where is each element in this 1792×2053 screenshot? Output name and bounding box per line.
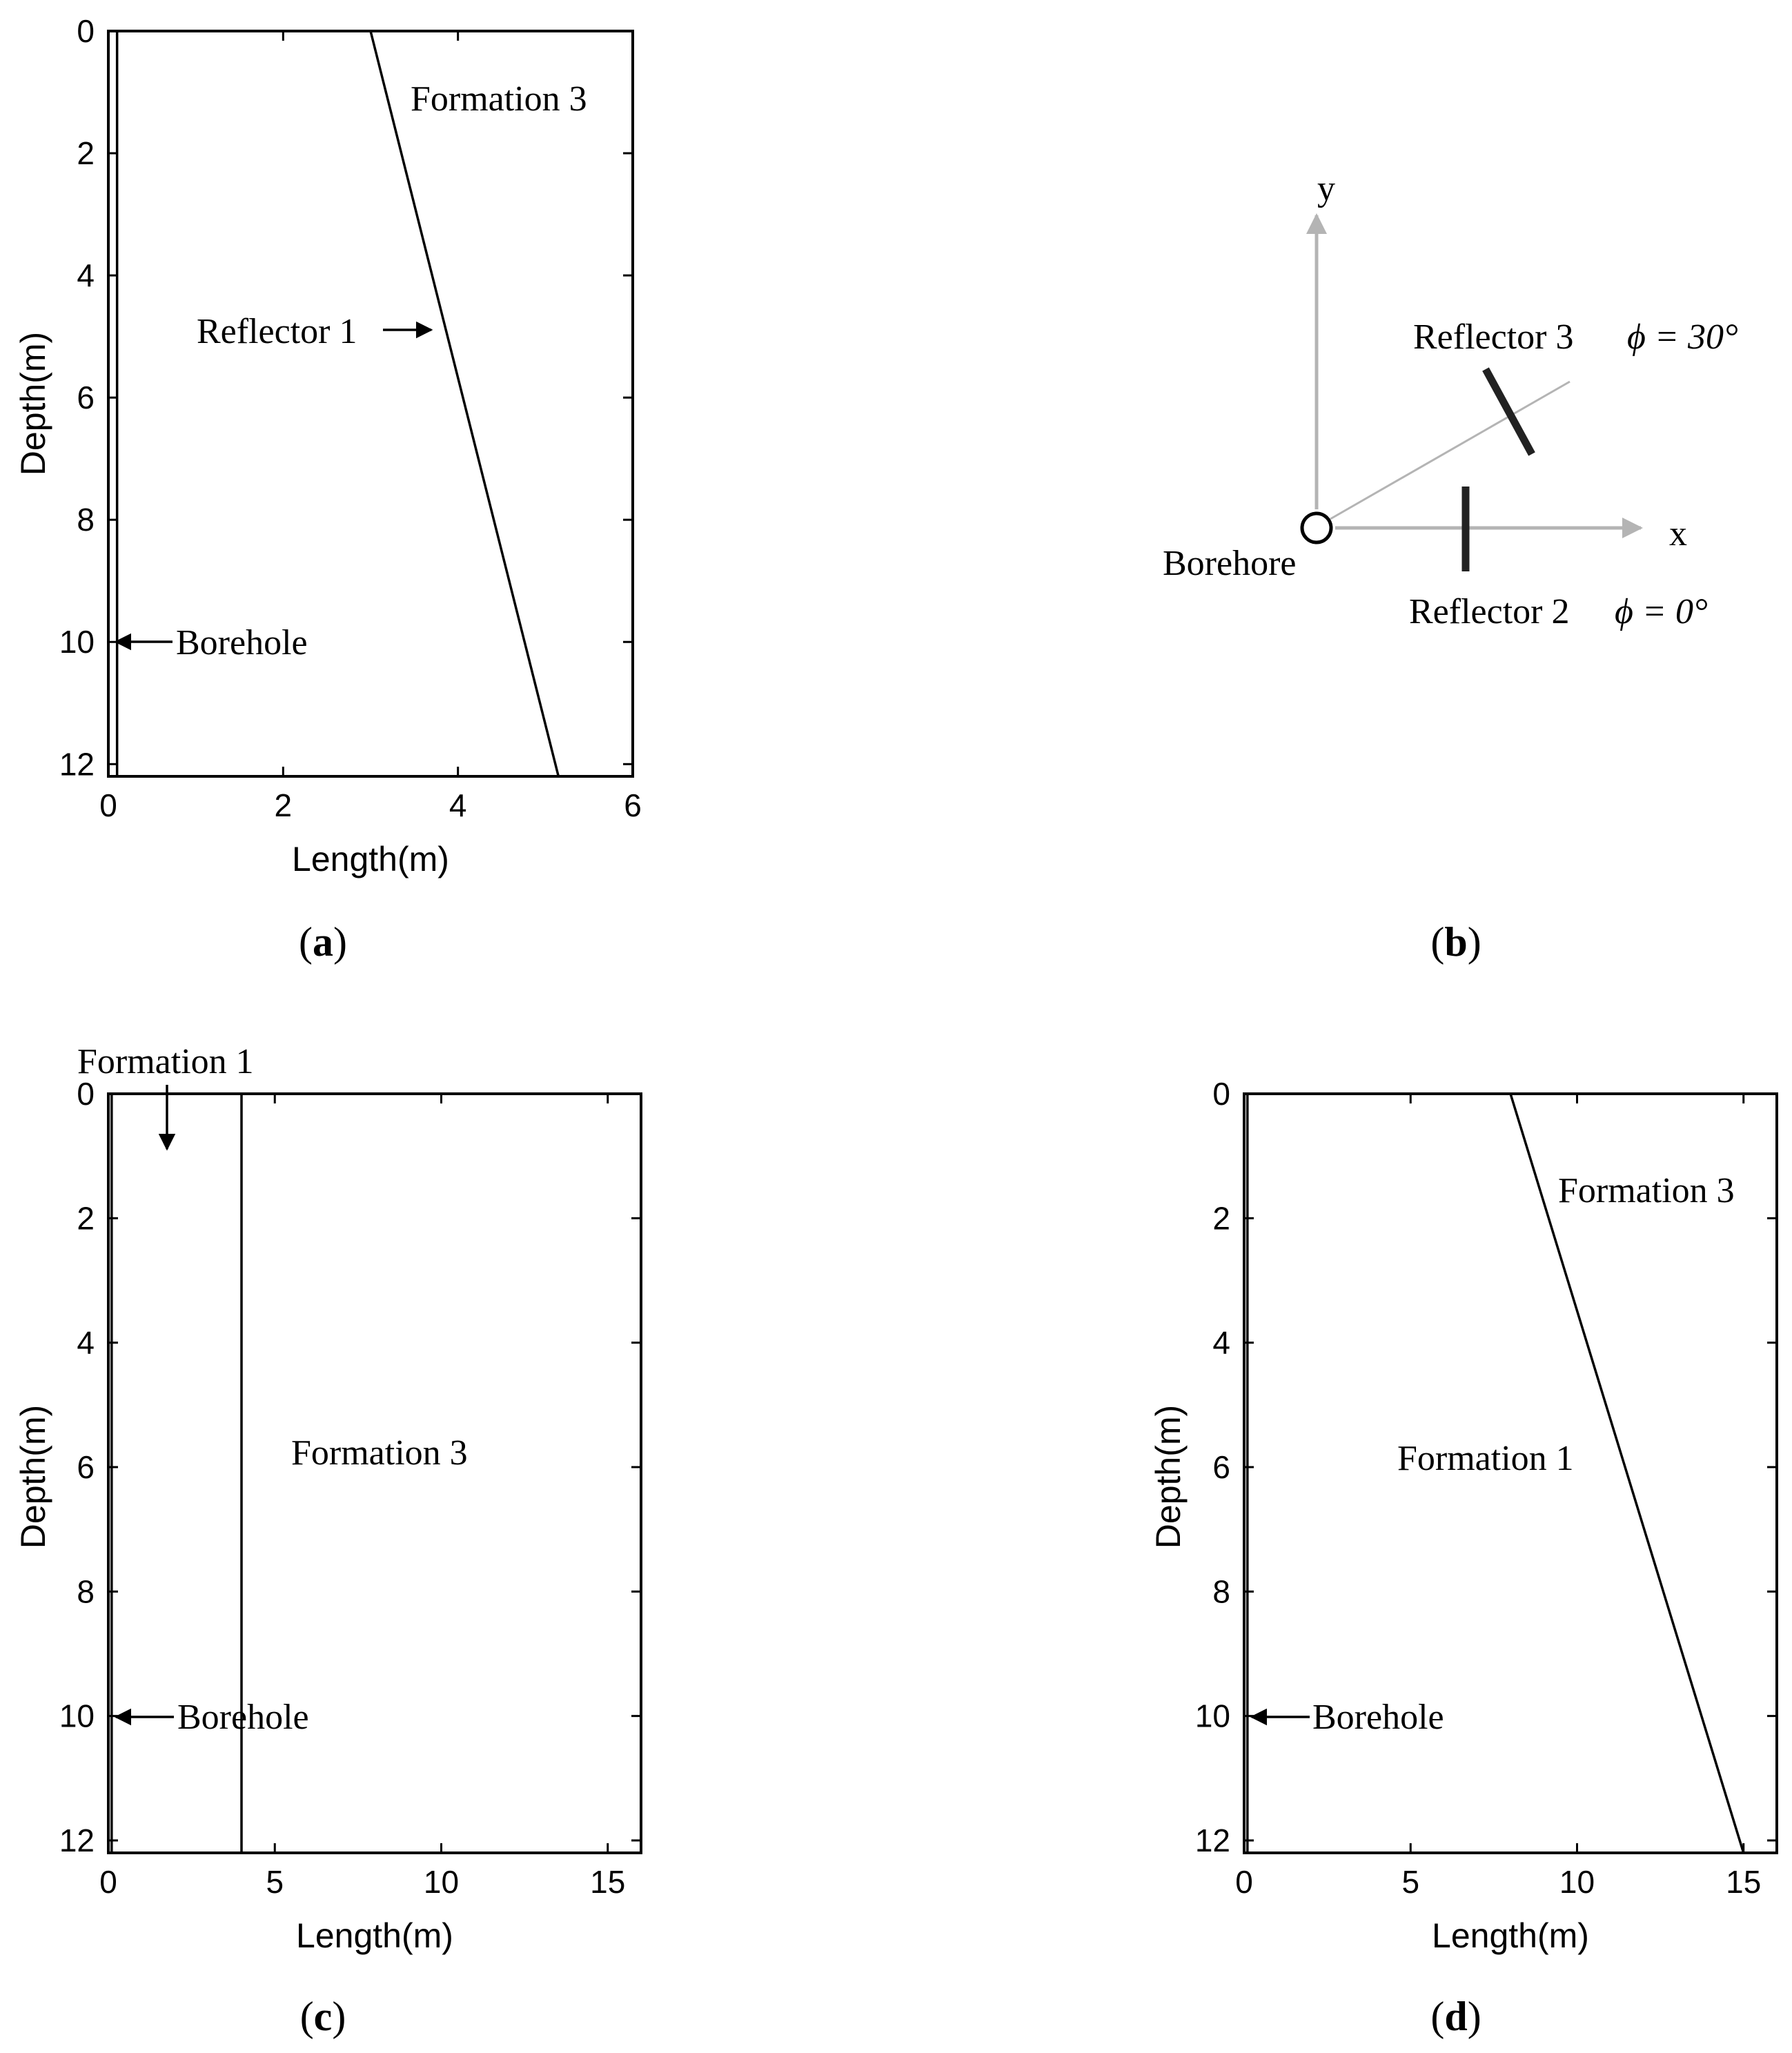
panel-d-ytick-label: 4 bbox=[1212, 1325, 1230, 1361]
panel-b-borehole-circle bbox=[1300, 511, 1333, 544]
panel-d-formation3-label: Formation 3 bbox=[1558, 1171, 1735, 1210]
panel-c-ytick-label: 2 bbox=[77, 1200, 95, 1236]
panel-d-ytick-label: 10 bbox=[1195, 1698, 1230, 1734]
panel-d-xtick-label: 10 bbox=[1559, 1864, 1595, 1900]
panel-a-xtick-label: 4 bbox=[449, 787, 467, 823]
panel-c-xtick-label: 15 bbox=[590, 1864, 625, 1900]
panel-d-ytick-label: 0 bbox=[1212, 1076, 1230, 1112]
panel-d-xtick-label: 15 bbox=[1726, 1864, 1761, 1900]
panel-a-ytick-label: 10 bbox=[59, 624, 95, 660]
panel-a-caption: (a) bbox=[299, 919, 347, 965]
panel-a-ytick-label: 12 bbox=[59, 746, 95, 782]
panel-a-frame bbox=[107, 30, 634, 778]
panel-a-ytick-label: 6 bbox=[77, 380, 95, 415]
panel-d-borehole-label: Borehole bbox=[1312, 1698, 1444, 1737]
panel-a-formation-label: Formation 3 bbox=[411, 79, 587, 119]
panel-a-ytick-label: 8 bbox=[77, 502, 95, 538]
panel-b: y x Borehore Reflector 3 ϕ = 30° Reflect… bbox=[1163, 169, 1738, 965]
panel-a-xtick-label: 6 bbox=[624, 787, 642, 823]
panel-c-ytick-label: 12 bbox=[59, 1823, 95, 1858]
panel-d-caption: (d) bbox=[1430, 1994, 1481, 2039]
panel-d-boundary-line bbox=[1509, 1093, 1745, 1854]
panel-b-reflector3-bar bbox=[1482, 367, 1535, 456]
panel-c-caption: (c) bbox=[300, 1994, 346, 2039]
panel-c-ytick-label: 4 bbox=[77, 1325, 95, 1361]
panel-a-ticks: 0 2 4 6 0 2 4 6 8 10 12 bbox=[59, 13, 642, 823]
panel-d-ytick-label: 12 bbox=[1195, 1823, 1230, 1858]
panel-c-ticks: 0 5 10 15 0 2 4 6 8 10 12 bbox=[59, 1076, 641, 1900]
panel-b-y-axis-label: y bbox=[1317, 169, 1335, 208]
panel-c-ytick-label: 8 bbox=[77, 1573, 95, 1609]
panel-d-xtick-label: 5 bbox=[1401, 1864, 1419, 1900]
panel-c-ylabel: Depth(m) bbox=[14, 1405, 52, 1549]
panel-d-ylabel: Depth(m) bbox=[1149, 1405, 1188, 1549]
panel-b-caption-letter: b bbox=[1444, 919, 1467, 965]
panel-d-ytick-label: 6 bbox=[1212, 1449, 1230, 1485]
panel-c-ytick-label: 0 bbox=[77, 1076, 95, 1112]
panel-b-30deg-line bbox=[1330, 380, 1571, 520]
panel-a-ytick-label: 0 bbox=[77, 13, 95, 49]
panel-c-xtick-label: 10 bbox=[424, 1864, 459, 1900]
panel-c-formation1-label: Formation 1 bbox=[77, 1042, 254, 1081]
panel-d-xlabel: Length(m) bbox=[1432, 1916, 1589, 1955]
panel-c-xlabel: Length(m) bbox=[296, 1916, 453, 1955]
panel-c-ytick-label: 6 bbox=[77, 1449, 95, 1485]
panel-a-borehole-label: Borehole bbox=[176, 623, 308, 662]
panel-d-xtick-label: 0 bbox=[1235, 1864, 1253, 1900]
panel-b-phi2-label: ϕ = 0° bbox=[1615, 592, 1708, 631]
panel-d-ytick-label: 8 bbox=[1212, 1573, 1230, 1609]
panel-c-ytick-label: 10 bbox=[59, 1698, 95, 1734]
panel-d-caption-letter: d bbox=[1444, 1994, 1467, 2039]
panel-a-xtick-label: 0 bbox=[99, 787, 117, 823]
panel-c-borehole-label: Borehole bbox=[177, 1698, 309, 1737]
panel-b-reflector2-label: Reflector 2 bbox=[1409, 592, 1569, 631]
panel-b-caption: (b) bbox=[1430, 919, 1481, 965]
panel-a-xlabel: Length(m) bbox=[292, 840, 449, 878]
panel-a-xtick-label: 2 bbox=[275, 787, 293, 823]
panel-c-caption-letter: c bbox=[314, 1994, 333, 2039]
panel-b-reflector3-label: Reflector 3 bbox=[1413, 317, 1573, 357]
panel-b-borehole-label: Borehore bbox=[1163, 544, 1296, 583]
panel-a-ylabel: Depth(m) bbox=[14, 332, 52, 475]
panel-d-ytick-label: 2 bbox=[1212, 1200, 1230, 1236]
panel-a-ytick-label: 2 bbox=[77, 135, 95, 171]
panel-c-formation3-label: Formation 3 bbox=[291, 1433, 468, 1473]
panel-d-formation1-label: Formation 1 bbox=[1397, 1439, 1574, 1478]
panel-a: 0 2 4 6 0 2 4 6 8 10 12 Formation 3 Reflector 1 Bo… bbox=[14, 13, 642, 965]
panel-a-reflector-line bbox=[369, 30, 560, 777]
panel-a-reflector-label: Reflector 1 bbox=[197, 312, 357, 351]
panel-a-caption-letter: a bbox=[313, 919, 333, 965]
panel-b-phi3-label: ϕ = 30° bbox=[1627, 317, 1738, 357]
panel-a-ytick-label: 4 bbox=[77, 257, 95, 293]
panel-c-xtick-label: 0 bbox=[99, 1864, 117, 1900]
panel-c-xtick-label: 5 bbox=[266, 1864, 284, 1900]
panel-b-x-axis-label: x bbox=[1669, 514, 1687, 553]
panel-c-frame bbox=[107, 1092, 642, 1854]
